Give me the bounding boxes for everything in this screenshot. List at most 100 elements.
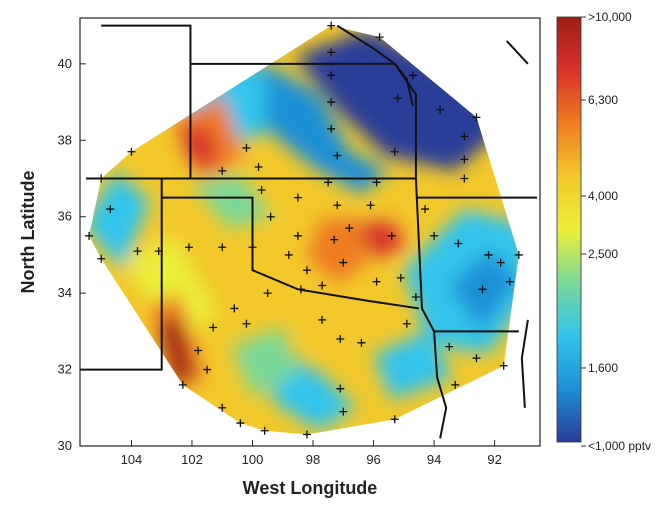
colorbar-labels: >10,000 6,300 4,000 2,500 1,600 <1,000 pptv: [581, 10, 651, 453]
heatmap-region: [373, 331, 453, 401]
station-marker: [496, 258, 505, 267]
station-marker: [133, 247, 142, 256]
station-marker: [390, 415, 399, 424]
station-marker: [127, 147, 136, 156]
colorbar-label: 2,500: [588, 247, 618, 261]
x-tick-label: 104: [121, 452, 143, 467]
station-marker: [209, 323, 218, 332]
station-marker: [293, 193, 302, 202]
station-marker: [430, 231, 439, 240]
station-marker: [242, 319, 251, 328]
y-tick-label: 32: [58, 362, 72, 377]
station-marker: [327, 48, 336, 57]
colorbar: >10,000 6,300 4,000 2,500 1,600 <1,000 pptv: [556, 10, 651, 453]
station-marker: [85, 231, 94, 240]
station-marker: [375, 33, 384, 42]
station-marker: [236, 419, 245, 428]
station-marker: [372, 178, 381, 187]
station-marker: [263, 289, 272, 298]
state-border: [101, 24, 192, 179]
station-marker: [393, 94, 402, 103]
station-marker: [505, 277, 514, 286]
station-marker: [460, 155, 469, 164]
heatmap-region: [191, 174, 271, 229]
station-marker: [333, 201, 342, 210]
x-tick-label: 94: [427, 452, 441, 467]
station-marker: [218, 403, 227, 412]
state-border: [336, 24, 414, 107]
station-marker: [203, 365, 212, 374]
colorbar-label: 6,300: [588, 93, 618, 107]
station-marker: [408, 71, 417, 80]
colorbar-label: >10,000: [588, 10, 632, 24]
station-marker: [472, 113, 481, 122]
y-axis-title: North Latitude: [18, 171, 38, 294]
station-marker: [327, 21, 336, 30]
station-marker: [178, 380, 187, 389]
station-marker: [318, 281, 327, 290]
station-marker: [242, 143, 251, 152]
colorbar-label: 1,600: [588, 361, 618, 375]
station-marker: [478, 285, 487, 294]
station-marker: [402, 319, 411, 328]
station-marker: [396, 273, 405, 282]
y-axis-ticks: 30 32 34 36 38 40: [58, 56, 86, 453]
station-marker: [284, 250, 293, 259]
station-marker: [194, 346, 203, 355]
station-marker: [97, 174, 106, 183]
station-marker: [436, 105, 445, 114]
station-marker: [296, 285, 305, 294]
y-tick-label: 36: [58, 209, 72, 224]
station-marker: [445, 342, 454, 351]
station-marker: [460, 132, 469, 141]
station-marker: [330, 235, 339, 244]
y-tick-label: 34: [58, 285, 72, 300]
colorbar-label: <1,000 pptv: [588, 439, 651, 453]
station-marker: [318, 315, 327, 324]
station-marker: [336, 384, 345, 393]
x-axis-ticks: 104 102 100 98 96 94 92: [121, 440, 502, 467]
state-border: [520, 319, 529, 408]
station-marker: [266, 212, 275, 221]
station-marker: [302, 430, 311, 439]
heatmap-region: [158, 316, 195, 385]
x-tick-label: 98: [306, 452, 320, 467]
y-tick-label: 40: [58, 56, 72, 71]
station-marker: [218, 243, 227, 252]
station-marker: [257, 185, 266, 194]
y-tick-label: 38: [58, 132, 72, 147]
station-marker: [260, 426, 269, 435]
heatmap-region: [89, 170, 150, 271]
heatmap-region: [231, 327, 298, 397]
state-border: [190, 62, 417, 179]
station-marker: [339, 407, 348, 416]
heatmap-region: [288, 266, 350, 347]
x-tick-label: 100: [242, 452, 264, 467]
heatmap-blobs: [89, 29, 519, 431]
station-marker: [230, 304, 239, 313]
station-marker: [472, 354, 481, 363]
heatmap-region: [252, 60, 389, 194]
station-marker: [327, 98, 336, 107]
station-marker: [372, 277, 381, 286]
station-marker: [499, 361, 508, 370]
station-marker: [184, 243, 193, 252]
x-tick-label: 96: [366, 452, 380, 467]
station-markers: [85, 21, 523, 439]
station-marker: [154, 247, 163, 256]
state-border: [433, 331, 448, 439]
station-marker: [97, 254, 106, 263]
station-marker: [324, 178, 333, 187]
station-marker: [484, 250, 493, 259]
station-marker: [336, 335, 345, 343]
station-marker: [366, 201, 375, 210]
x-tick-label: 92: [487, 452, 501, 467]
station-marker: [339, 258, 348, 267]
heatmap-region: [176, 125, 220, 171]
station-marker: [460, 174, 469, 183]
station-marker: [411, 292, 420, 301]
station-marker: [333, 151, 342, 160]
colorbar-gradient: [556, 16, 582, 443]
station-marker: [106, 205, 115, 214]
